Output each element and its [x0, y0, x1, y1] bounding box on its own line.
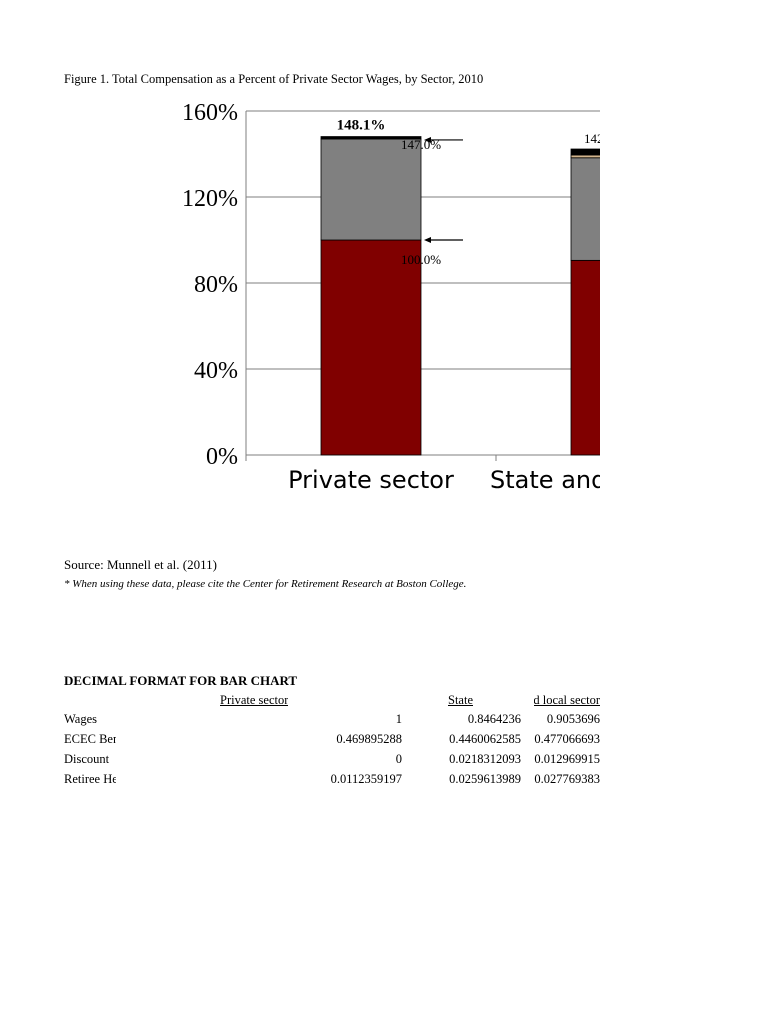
data-label: 100.0% [401, 252, 441, 267]
bar-segment-discount [570, 154, 600, 159]
decimal-table: Private sector State State and local sec… [64, 691, 600, 791]
source-note: Source: Munnell et al. (2011) [64, 557, 217, 572]
table-cell: 0.027769383 [534, 772, 600, 786]
arrow-head [424, 136, 431, 143]
bar-segment-ecec [320, 138, 422, 241]
row-label-discount: Discount [64, 752, 110, 766]
data-label: 147.0% [401, 137, 441, 152]
table-cell: 0.469895288 [336, 732, 402, 746]
stacked-bar-chart: 0% 40% 80% 120% 160% Private sector State and … [182, 100, 752, 494]
bar-segment-retiree [320, 136, 422, 140]
table-cell: 0.9053696 [546, 712, 600, 726]
bar-segment-wages [320, 239, 422, 456]
table-cell: 0.477066693 [534, 732, 600, 746]
row-label-retiree-health: Retiree Health [64, 772, 116, 786]
citation-note: * When using these data, please cite the… [64, 578, 467, 590]
bar-segment-retiree [570, 148, 600, 156]
table-cell: 0.0112359197 [330, 772, 402, 786]
table-cell: 0.0218312093 [449, 752, 521, 766]
bar-segment-wages [570, 259, 600, 456]
x-tick-label: State and local sector [490, 466, 752, 494]
figure-title: Figure 1. Total Compensation as a Percen… [64, 72, 484, 86]
table-cell: 0.4460062585 [449, 732, 521, 746]
column-header-private: Private sector [220, 693, 289, 707]
data-label-total: 148.1% [337, 118, 386, 134]
table-cell: 0 [395, 752, 402, 766]
table-cell: 0.8464236 [467, 712, 521, 726]
row-label-wages: Wages [64, 712, 98, 726]
y-tick-label: 40% [194, 358, 238, 384]
column-header-state: State [448, 693, 473, 707]
y-tick-label: 0% [206, 444, 238, 470]
table-cell: 1 [395, 712, 402, 726]
decimal-table-title: DECIMAL FORMAT FOR BAR CHART [64, 673, 298, 688]
row-label-ecec-benefits: ECEC Benefits [64, 732, 116, 746]
x-tick-label: Private sector [288, 466, 454, 494]
y-tick-label: 80% [194, 272, 238, 298]
arrow-head [424, 237, 431, 243]
column-header-state-local: State and local sector [534, 693, 600, 707]
table-cell: 0.0259613989 [449, 772, 521, 786]
y-tick-label: 120% [182, 186, 238, 212]
y-tick-label: 160% [182, 100, 238, 126]
data-label: 142.4% [584, 131, 624, 146]
table-cell: 0.012969915 [534, 752, 600, 766]
bar-segment-ecec [570, 157, 600, 261]
